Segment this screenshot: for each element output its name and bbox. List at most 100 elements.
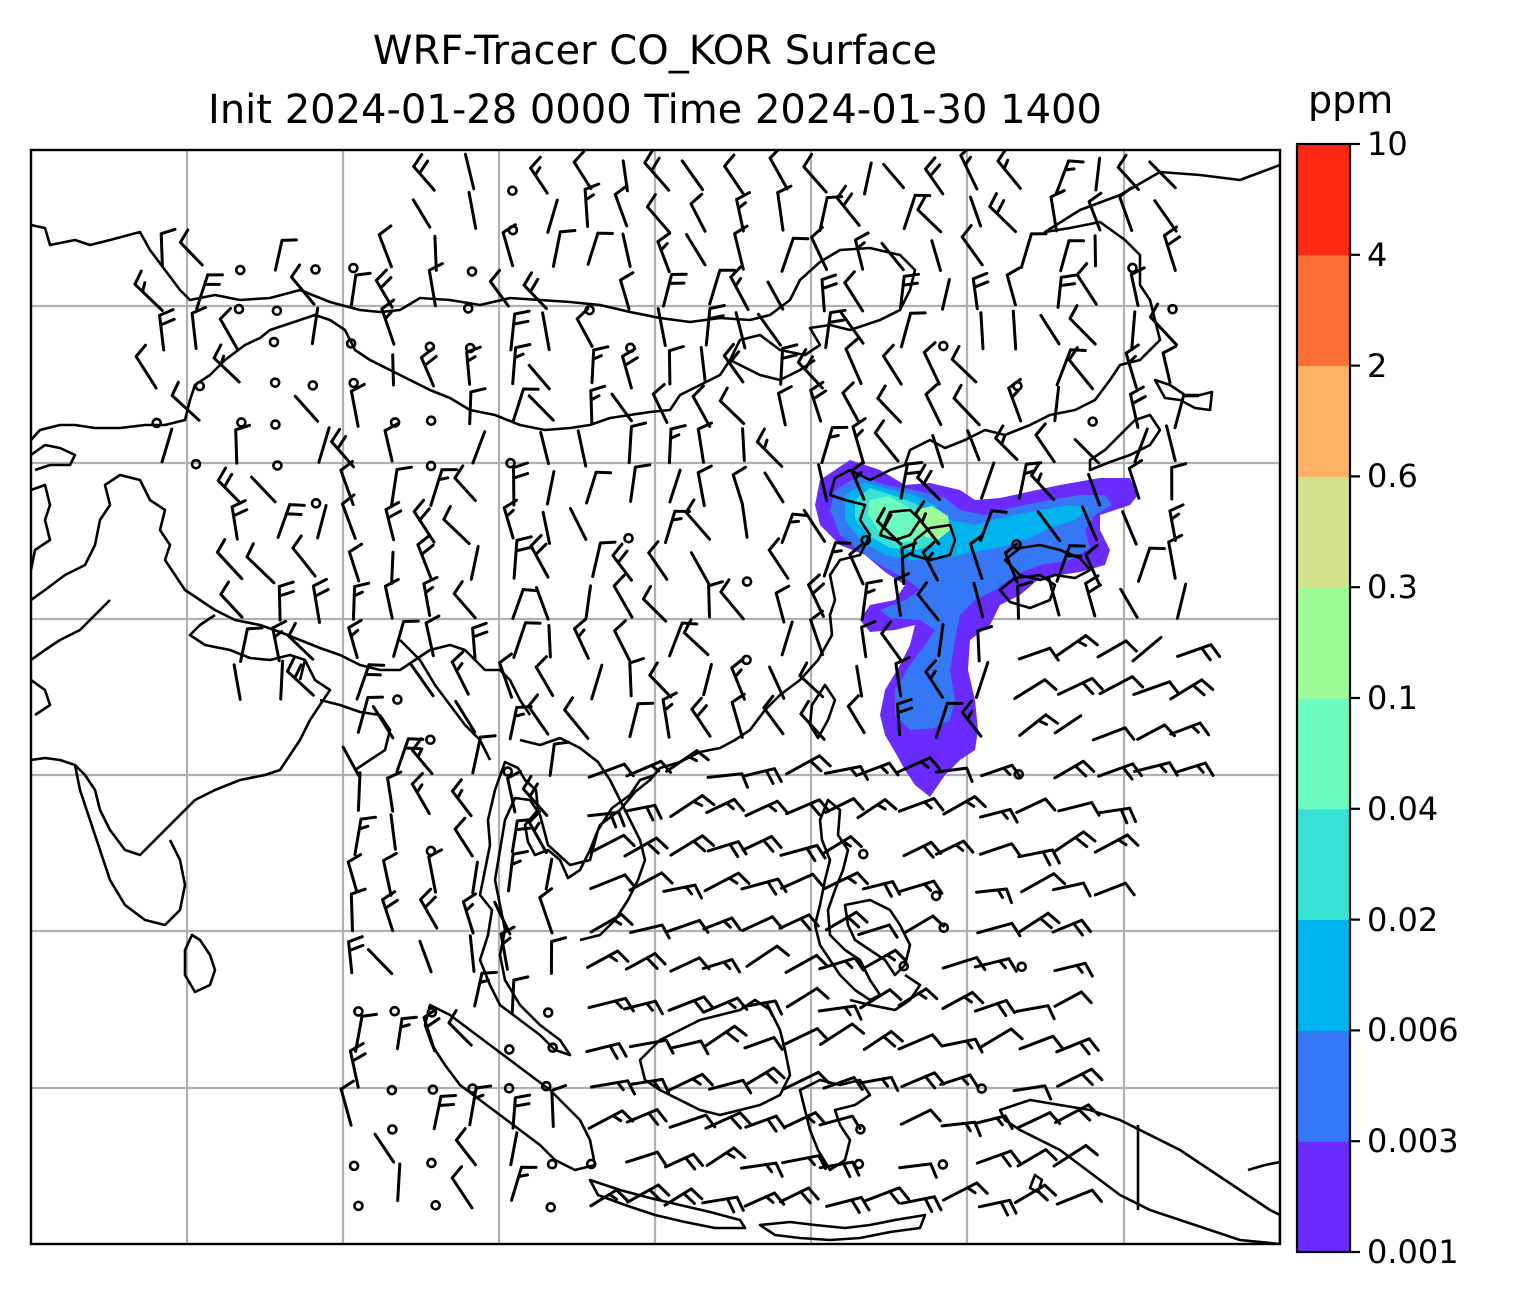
- wind-barb: [898, 1162, 938, 1179]
- wind-barb: [624, 952, 667, 971]
- calm-wind-marker: [272, 460, 283, 471]
- colorbar-segment: [1297, 919, 1350, 1031]
- wind-barb: [661, 691, 678, 739]
- wind-barb: [705, 797, 746, 814]
- wind-barb: [763, 471, 785, 504]
- wind-barb: [293, 394, 320, 423]
- wind-barb: [1056, 273, 1078, 309]
- wind-barb: [863, 161, 873, 196]
- map-title-line2: Init 2024-01-28 0000 Time 2024-01-30 140…: [208, 87, 1102, 133]
- wind-barb: [931, 434, 945, 469]
- wind-barb: [895, 698, 914, 737]
- wind-barb: [780, 620, 794, 657]
- wind-barb: [1057, 676, 1104, 696]
- wind-barb: [433, 234, 438, 272]
- wind-barb: [409, 663, 435, 698]
- wind-barb: [373, 1132, 396, 1164]
- calm-wind-marker: [976, 1083, 988, 1094]
- colorbar-tick-label: 4: [1367, 235, 1388, 274]
- wind-barb: [468, 387, 487, 426]
- wind-barb: [422, 575, 439, 617]
- wind-barb: [529, 155, 549, 195]
- wind-barb: [856, 798, 898, 820]
- calm-wind-marker: [1013, 769, 1025, 780]
- wind-barb: [471, 621, 489, 661]
- wind-barb: [741, 915, 784, 932]
- calm-wind-marker: [348, 262, 359, 274]
- wind-barb: [541, 311, 551, 352]
- wind-barb: [1017, 646, 1060, 662]
- calm-wind-marker: [505, 457, 516, 469]
- wind-barb: [545, 470, 556, 506]
- wind-barb: [586, 949, 630, 969]
- wind-barb: [651, 383, 669, 424]
- wind-barb: [648, 661, 673, 699]
- calm-wind-marker: [507, 185, 518, 197]
- wind-barb: [158, 308, 176, 352]
- wind-barb: [1132, 680, 1180, 696]
- calm-wind-marker: [271, 305, 283, 317]
- wind-barb: [974, 1114, 1014, 1130]
- wind-barb: [996, 150, 1022, 190]
- wind-barb: [463, 152, 476, 191]
- wind-barb: [356, 771, 362, 812]
- wind-barb: [733, 224, 749, 271]
- wind-barb: [623, 999, 664, 1016]
- wind-barb: [696, 464, 713, 508]
- wind-barb: [353, 815, 377, 857]
- calm-wind-marker: [938, 922, 950, 934]
- wind-barb: [921, 541, 939, 582]
- wind-barb: [843, 270, 865, 313]
- wind-barb: [380, 298, 396, 346]
- wind-barb: [529, 533, 550, 579]
- wind-barb: [522, 271, 548, 310]
- wind-barb: [585, 470, 613, 505]
- wind-barb: [741, 835, 783, 853]
- wind-barb: [412, 498, 436, 544]
- calm-wind-marker: [348, 1160, 360, 1172]
- wind-barb: [1137, 546, 1166, 583]
- wind-barb: [512, 461, 530, 507]
- wind-barb: [1097, 806, 1137, 825]
- wind-barb: [969, 195, 983, 228]
- wind-barb: [499, 925, 516, 971]
- calm-wind-marker: [353, 1200, 364, 1212]
- wind-barb: [897, 987, 939, 1007]
- wind-barb: [739, 1161, 784, 1178]
- wind-barb: [509, 1131, 519, 1167]
- wind-barb: [371, 704, 395, 740]
- wind-barb: [1119, 587, 1139, 619]
- calm-wind-marker: [542, 1007, 554, 1018]
- calm-wind-marker: [234, 264, 246, 276]
- wind-barb: [645, 193, 671, 234]
- wind-barb: [822, 541, 852, 578]
- wind-barb: [899, 1108, 942, 1126]
- wind-barb: [1016, 1148, 1058, 1168]
- wind-barb: [663, 1187, 704, 1207]
- calm-wind-marker: [504, 1044, 515, 1055]
- wind-barb: [239, 626, 264, 663]
- wind-barb: [774, 584, 791, 624]
- wind-barb: [767, 537, 790, 580]
- wind-barb: [656, 307, 667, 348]
- wind-barb: [589, 384, 607, 426]
- wind-barb: [1093, 833, 1140, 854]
- wind-barb: [1081, 505, 1098, 542]
- wind-barb: [219, 580, 244, 619]
- wind-barb: [784, 953, 829, 974]
- wind-barb: [419, 347, 438, 388]
- colorbar-tick-label: 0.003: [1367, 1122, 1459, 1161]
- wind-barb: [290, 263, 316, 306]
- wind-barb: [390, 550, 395, 585]
- wind-barb: [1036, 510, 1062, 543]
- wind-barb: [276, 503, 306, 539]
- calm-wind-marker: [425, 734, 436, 746]
- wind-barb: [973, 999, 1016, 1017]
- wind-barb: [416, 534, 435, 581]
- wind-barb: [612, 573, 634, 619]
- wind-barb: [628, 1038, 675, 1055]
- wind-barb: [589, 1079, 636, 1096]
- wind-barb: [230, 499, 249, 541]
- wind-barb: [740, 877, 788, 896]
- wind-barb: [629, 923, 671, 940]
